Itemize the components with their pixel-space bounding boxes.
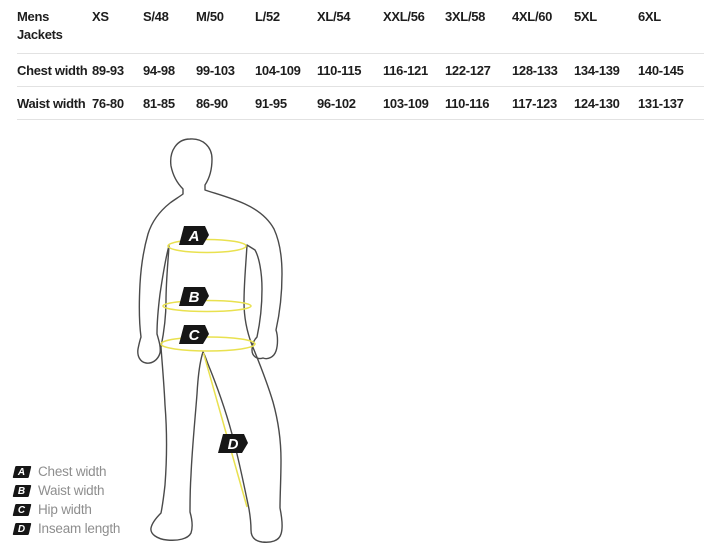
marker-a-badge: A bbox=[179, 226, 209, 245]
waist-value-6xl: 131-137 bbox=[638, 95, 684, 111]
inseam-measure-line bbox=[202, 352, 248, 508]
legend-c-letter: C bbox=[18, 504, 26, 515]
legend-c-label: Hip width bbox=[38, 501, 92, 517]
waist-value-xl: 96-102 bbox=[317, 95, 356, 111]
size-header-4xl60: 4XL/60 bbox=[512, 9, 553, 24]
chest-value-s: 94-98 bbox=[143, 62, 175, 78]
legend-a-letter: A bbox=[18, 466, 26, 477]
size-header-s48: S/48 bbox=[143, 9, 169, 24]
legend-item-chest: A Chest width bbox=[12, 462, 120, 481]
row-label-waist: Waist width bbox=[17, 95, 86, 111]
chest-value-xxl: 116-121 bbox=[383, 62, 428, 78]
legend-c-badge: C bbox=[12, 503, 32, 516]
legend-b-label: Waist width bbox=[38, 482, 105, 498]
waist-width-row: Waist width 76-80 81-85 86-90 91-95 96-1… bbox=[17, 87, 704, 120]
marker-b-letter: B bbox=[189, 289, 200, 306]
chest-value-l: 104-109 bbox=[255, 62, 301, 78]
chest-value-4xl: 128-133 bbox=[512, 62, 558, 78]
size-header-3xl58: 3XL/58 bbox=[445, 9, 486, 24]
legend-d-letter: D bbox=[18, 523, 26, 534]
body-outline bbox=[137, 138, 283, 543]
table-corner-label: Mens Jackets bbox=[17, 9, 63, 42]
marker-c-badge: C bbox=[179, 325, 209, 344]
hip-measure-ellipse bbox=[160, 336, 256, 352]
waist-value-3xl: 110-116 bbox=[445, 95, 490, 111]
chest-value-5xl: 134-139 bbox=[574, 62, 620, 78]
size-header-xxl56: XXL/56 bbox=[383, 9, 425, 24]
legend-item-hip: C Hip width bbox=[12, 500, 120, 519]
row-label-chest: Chest width bbox=[17, 62, 88, 78]
chest-value-xs: 89-93 bbox=[92, 62, 124, 78]
legend-item-inseam: D Inseam length bbox=[12, 519, 121, 538]
size-header-xs: XS bbox=[92, 9, 109, 24]
waist-value-5xl: 124-130 bbox=[574, 95, 620, 111]
legend-b-badge: B bbox=[12, 484, 32, 497]
marker-c-letter: C bbox=[189, 327, 201, 344]
chest-value-m: 99-103 bbox=[196, 62, 235, 78]
waist-value-m: 86-90 bbox=[196, 95, 228, 111]
waist-value-l: 91-95 bbox=[255, 95, 287, 111]
legend-d-label: Inseam length bbox=[38, 520, 121, 536]
waist-value-xxl: 103-109 bbox=[383, 95, 429, 111]
marker-d-letter: D bbox=[228, 436, 239, 453]
size-header-6xl: 6XL bbox=[638, 9, 661, 24]
waist-value-xs: 76-80 bbox=[92, 95, 124, 111]
size-header-xl54: XL/54 bbox=[317, 9, 351, 24]
waist-value-s: 81-85 bbox=[143, 95, 175, 111]
chest-value-6xl: 140-145 bbox=[638, 62, 684, 78]
waist-measure-ellipse bbox=[162, 299, 252, 313]
size-chart-table: Mens Jackets XS S/48 M/50 L/52 XL/54 XXL… bbox=[17, 0, 704, 120]
size-header-m50: M/50 bbox=[196, 9, 224, 24]
table-header-row: Mens Jackets XS S/48 M/50 L/52 XL/54 XXL… bbox=[17, 0, 704, 54]
chest-measure-ellipse bbox=[167, 238, 247, 254]
marker-d-badge: D bbox=[218, 434, 248, 453]
marker-b-badge: B bbox=[179, 287, 209, 306]
chest-value-3xl: 122-127 bbox=[445, 62, 491, 78]
size-header-5xl: 5XL bbox=[574, 9, 597, 24]
legend-b-letter: B bbox=[18, 485, 26, 496]
chest-width-row: Chest width 89-93 94-98 99-103 104-109 1… bbox=[17, 54, 704, 87]
size-header-l52: L/52 bbox=[255, 9, 280, 24]
measurement-legend: A Chest width B Waist width C Hip width … bbox=[12, 462, 121, 538]
marker-a-letter: A bbox=[188, 228, 200, 245]
chest-value-xl: 110-115 bbox=[317, 62, 362, 78]
legend-d-badge: D bbox=[12, 522, 32, 535]
legend-a-label: Chest width bbox=[38, 463, 107, 479]
waist-value-4xl: 117-123 bbox=[512, 95, 557, 111]
legend-a-badge: A bbox=[12, 465, 32, 478]
legend-item-waist: B Waist width bbox=[12, 481, 120, 500]
